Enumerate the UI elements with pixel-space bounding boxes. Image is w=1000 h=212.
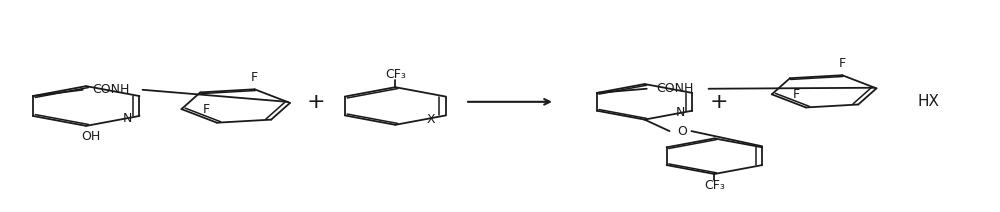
Text: CONH: CONH	[93, 83, 130, 96]
Text: N: N	[123, 112, 132, 124]
Text: CF₃: CF₃	[704, 179, 725, 192]
Text: F: F	[251, 71, 258, 84]
Text: +: +	[306, 92, 325, 112]
Text: CONH: CONH	[657, 82, 694, 95]
Text: F: F	[793, 88, 800, 101]
Text: X: X	[427, 113, 435, 126]
Text: N: N	[676, 106, 685, 119]
Text: O: O	[678, 125, 687, 138]
Text: +: +	[710, 92, 729, 112]
Text: CF₃: CF₃	[385, 68, 406, 81]
Text: F: F	[203, 103, 210, 116]
Text: HX: HX	[918, 94, 940, 109]
Text: OH: OH	[82, 130, 101, 143]
Text: F: F	[839, 57, 846, 70]
